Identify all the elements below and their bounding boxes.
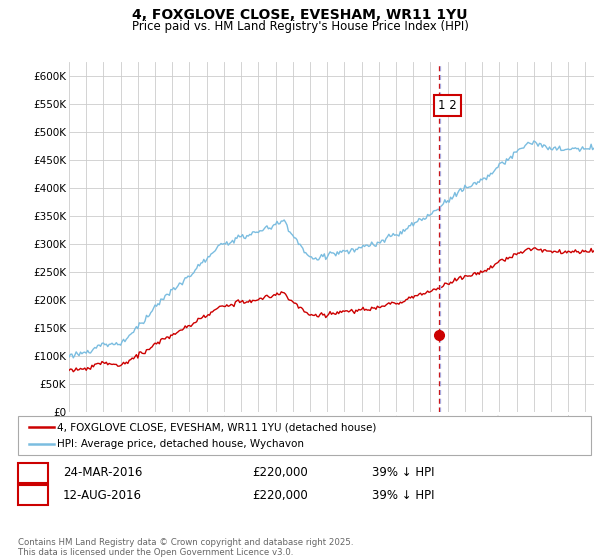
Text: 24-MAR-2016: 24-MAR-2016 (63, 466, 142, 479)
Text: £220,000: £220,000 (252, 466, 308, 479)
Text: 39% ↓ HPI: 39% ↓ HPI (372, 466, 434, 479)
Text: £220,000: £220,000 (252, 488, 308, 502)
Text: 4, FOXGLOVE CLOSE, EVESHAM, WR11 1YU (detached house): 4, FOXGLOVE CLOSE, EVESHAM, WR11 1YU (de… (57, 422, 376, 432)
Text: 12-AUG-2016: 12-AUG-2016 (63, 488, 142, 502)
Text: Price paid vs. HM Land Registry's House Price Index (HPI): Price paid vs. HM Land Registry's House … (131, 20, 469, 32)
Text: 4, FOXGLOVE CLOSE, EVESHAM, WR11 1YU: 4, FOXGLOVE CLOSE, EVESHAM, WR11 1YU (132, 8, 468, 22)
Text: 39% ↓ HPI: 39% ↓ HPI (372, 488, 434, 502)
Text: 1: 1 (29, 466, 37, 479)
Text: 2: 2 (29, 488, 37, 502)
Text: Contains HM Land Registry data © Crown copyright and database right 2025.
This d: Contains HM Land Registry data © Crown c… (18, 538, 353, 557)
Text: HPI: Average price, detached house, Wychavon: HPI: Average price, detached house, Wych… (57, 438, 304, 449)
Text: 1 2: 1 2 (439, 99, 457, 112)
